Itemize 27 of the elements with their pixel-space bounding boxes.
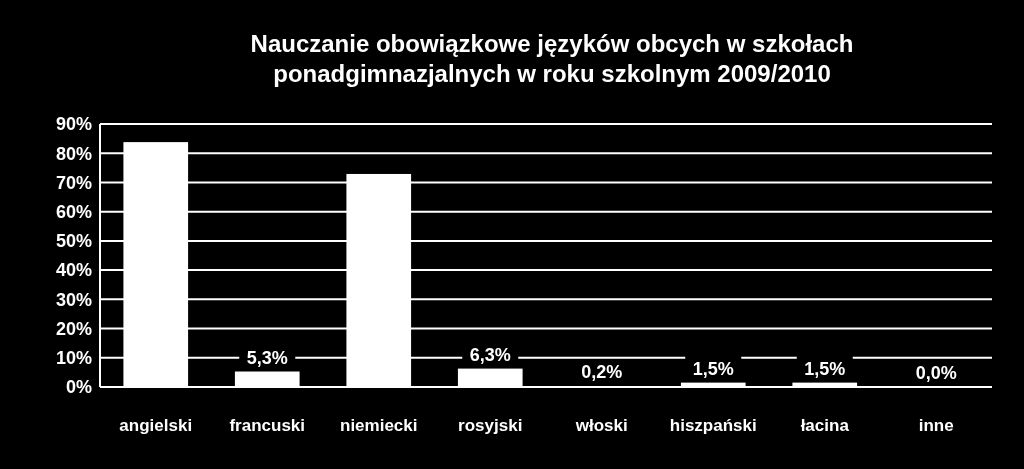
data-label: 0,2% (581, 362, 623, 383)
y-tick-label: 30% (55, 289, 92, 310)
x-tick-label: łacina (800, 416, 850, 435)
x-tick-label: angielski (119, 416, 193, 435)
data-label: 6,3% (469, 344, 511, 365)
y-tick-label: 10% (55, 348, 92, 369)
data-label: 1,5% (692, 358, 734, 379)
y-tick-label: 40% (55, 260, 92, 281)
bar (234, 371, 300, 387)
x-tick-label: hiszpański (669, 416, 757, 435)
y-tick-label: 60% (55, 201, 92, 222)
y-tick-label: 80% (55, 143, 92, 164)
x-tick-label: francuski (229, 416, 306, 435)
data-label: 5,3% (246, 347, 288, 368)
x-tick-label: niemiecki (340, 416, 418, 435)
data-label: 0,0% (915, 363, 957, 383)
y-tick-label: 50% (55, 231, 92, 252)
bar (457, 368, 523, 387)
x-tick-label: rosyjski (458, 416, 523, 435)
chart-title: Nauczanie obowiązkowe języków obcych w szkołach ponadgimnazjalnych w roku szkolnym 2009/2010 (250, 30, 854, 87)
data-label: 1,5% (804, 358, 846, 379)
x-tick-label: inne (918, 416, 954, 435)
y-tick-label: 20% (55, 318, 92, 339)
y-tick-label: 90% (55, 114, 92, 135)
x-tick-label: włoski (574, 416, 628, 435)
y-tick-label: 0% (65, 377, 92, 398)
y-tick-label: 70% (55, 172, 92, 193)
